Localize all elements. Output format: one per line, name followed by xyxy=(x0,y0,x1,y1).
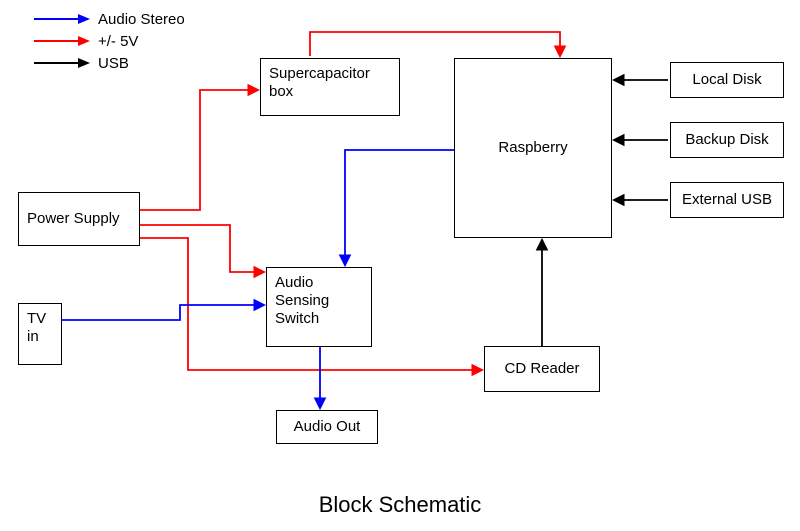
block-external-usb: External USB xyxy=(670,182,784,218)
diagram-title: Block Schematic xyxy=(0,492,800,518)
block-audio-switch: AudioSensingSwitch xyxy=(266,267,372,347)
edge-audio xyxy=(62,305,264,320)
legend-label: USB xyxy=(98,55,129,72)
block-label: Audio Out xyxy=(294,418,361,436)
block-supercapacitor: Supercapacitorbox xyxy=(260,58,400,116)
legend-arrow-icon xyxy=(32,9,92,29)
block-label: TVin xyxy=(27,310,46,346)
block-tv-in: TVin xyxy=(18,303,62,365)
legend-item-audio: Audio Stereo xyxy=(32,8,185,30)
legend-arrow-icon xyxy=(32,53,92,73)
legend-label: +/- 5V xyxy=(98,33,138,50)
block-local-disk: Local Disk xyxy=(670,62,784,98)
edge-power xyxy=(140,90,258,210)
block-label: CD Reader xyxy=(504,360,579,378)
legend: Audio Stereo +/- 5V USB xyxy=(32,8,185,74)
block-power-supply: Power Supply xyxy=(18,192,140,246)
block-raspberry: Raspberry xyxy=(454,58,612,238)
legend-item-power: +/- 5V xyxy=(32,30,185,52)
block-label: External USB xyxy=(682,191,772,209)
block-label: AudioSensingSwitch xyxy=(275,274,329,328)
block-label: Backup Disk xyxy=(685,131,768,149)
block-label: Supercapacitorbox xyxy=(269,65,370,101)
block-cd-reader: CD Reader xyxy=(484,346,600,392)
block-label: Local Disk xyxy=(692,71,761,89)
legend-label: Audio Stereo xyxy=(98,11,185,28)
legend-arrow-icon xyxy=(32,31,92,51)
edge-power xyxy=(310,32,560,56)
block-label: Power Supply xyxy=(27,210,120,228)
block-backup-disk: Backup Disk xyxy=(670,122,784,158)
block-audio-out: Audio Out xyxy=(276,410,378,444)
block-label: Raspberry xyxy=(498,139,567,157)
edge-audio xyxy=(345,150,454,265)
edge-power xyxy=(140,225,264,272)
legend-item-usb: USB xyxy=(32,52,185,74)
diagram-canvas: Audio Stereo +/- 5V USB xyxy=(0,0,800,531)
